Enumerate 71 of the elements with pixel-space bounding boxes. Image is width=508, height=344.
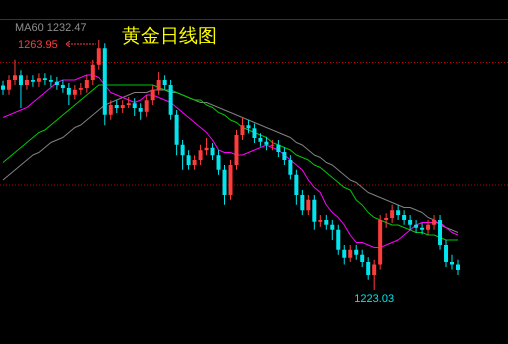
candlestick	[336, 224, 340, 256]
candlestick	[246, 119, 250, 134]
candlestick	[216, 150, 221, 176]
candlestick	[342, 244, 346, 265]
text: MA60 1232.47	[15, 22, 87, 34]
candlestick	[312, 194, 316, 230]
candlestick	[12, 59, 17, 86]
candlestick	[426, 220, 430, 235]
candlestick	[78, 82, 83, 96]
candlestick	[90, 59, 95, 86]
candlestick	[288, 154, 292, 180]
candlestick	[156, 72, 161, 96]
candlestick	[270, 140, 274, 151]
candlestick	[18, 70, 23, 108]
candlestick	[72, 84, 77, 100]
candlestick	[384, 212, 388, 228]
candlestick	[1, 80, 5, 96]
candlestick	[120, 100, 125, 114]
candlestick	[114, 100, 119, 114]
candlestick	[294, 169, 298, 206]
candlestick	[96, 40, 101, 70]
candlestick	[324, 214, 328, 230]
candlestick	[402, 210, 406, 226]
candlestick	[54, 76, 59, 90]
candlestick	[6, 74, 11, 96]
candlestick	[258, 132, 262, 147]
candlestick	[162, 74, 167, 90]
candlestick	[192, 154, 197, 170]
candlestick	[66, 82, 71, 106]
candlestick	[276, 140, 280, 158]
candlestick	[210, 142, 215, 160]
candlestick	[456, 259, 460, 276]
candlestick	[108, 100, 113, 120]
candlestick	[282, 146, 286, 166]
candlestick	[186, 150, 191, 170]
candlestick	[132, 98, 137, 116]
candlestick	[138, 102, 143, 120]
annotation: 1263.95	[18, 39, 58, 51]
candlestick	[420, 222, 424, 235]
candlestick	[396, 204, 400, 220]
candlestick	[360, 249, 364, 268]
candlestick	[48, 74, 53, 88]
text: 1223.03	[354, 293, 394, 305]
candlestick	[444, 240, 448, 268]
candlestick	[432, 214, 436, 230]
candlestick	[84, 74, 89, 94]
candlestick	[36, 72, 41, 88]
candlestick	[30, 74, 35, 88]
candlestick	[306, 194, 310, 216]
candlestick	[180, 140, 185, 170]
candlestick	[348, 244, 352, 262]
candlestick	[450, 254, 454, 270]
candlestick	[204, 138, 209, 156]
candlestick	[264, 136, 268, 151]
candlestick	[330, 220, 334, 240]
candlestick	[408, 214, 412, 230]
candlestick	[366, 256, 370, 280]
candlestick	[354, 244, 358, 260]
candlestick	[372, 259, 376, 290]
candlestick	[198, 144, 203, 166]
candlestick	[318, 214, 322, 228]
candlestick	[252, 123, 256, 144]
candlestick	[414, 220, 418, 234]
candlestick	[390, 204, 394, 224]
candlestick	[60, 80, 65, 94]
candlestick	[150, 84, 155, 106]
candlestick	[144, 94, 149, 118]
candlestick	[240, 118, 244, 140]
chart-title: 黄金日线图	[122, 25, 217, 47]
candlestick	[300, 190, 304, 216]
candlestick	[24, 74, 29, 90]
